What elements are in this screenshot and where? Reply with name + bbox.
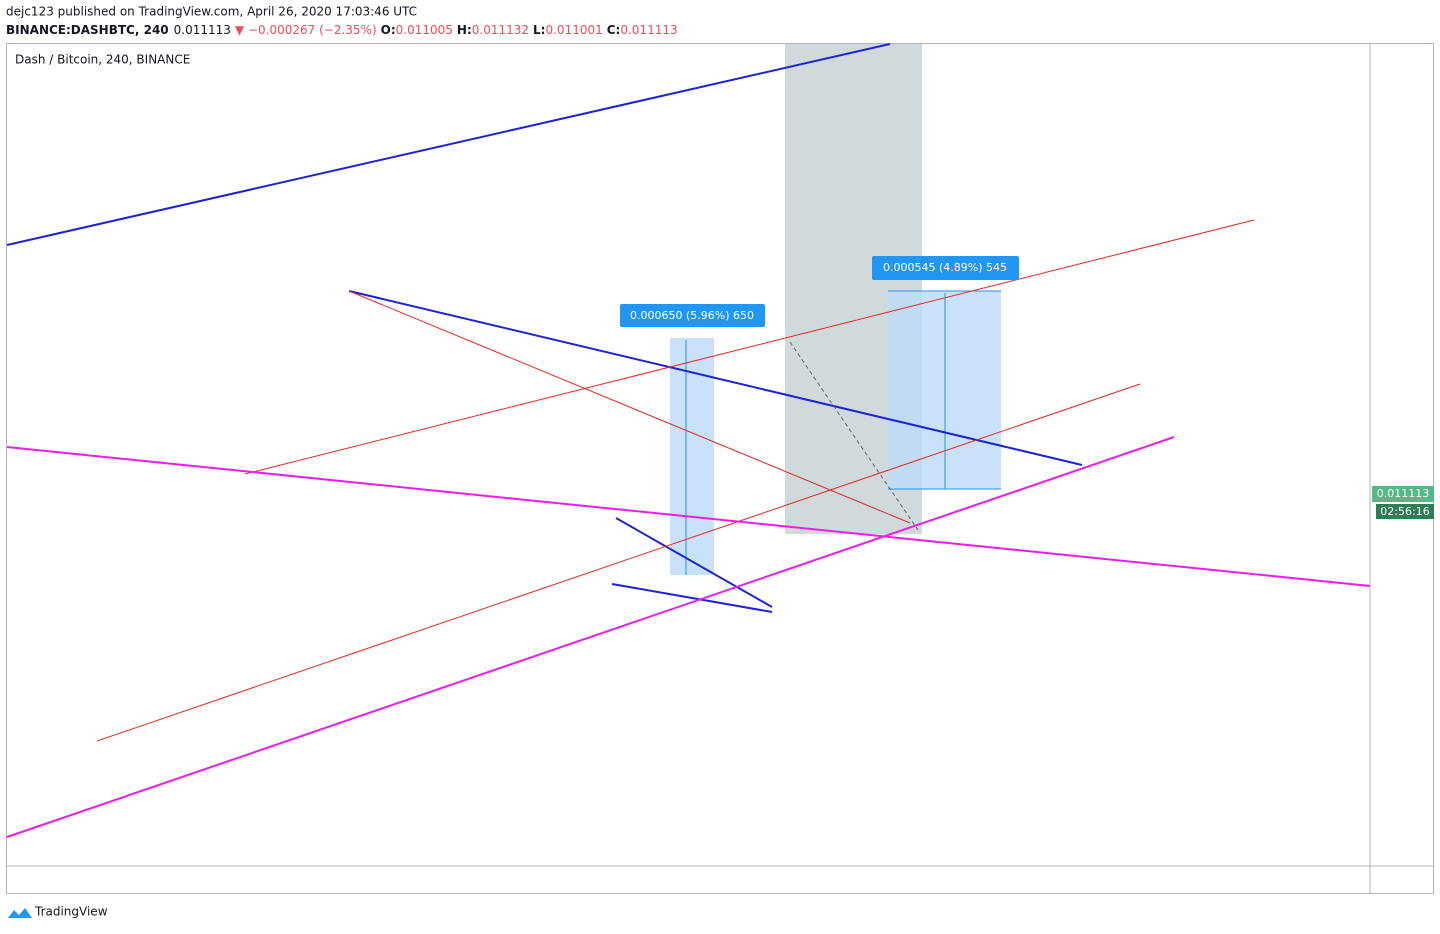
trend-line <box>348 290 911 524</box>
trend-line <box>615 517 773 608</box>
last: 0.011113 <box>174 23 231 37</box>
measure-label: 0.000545 (4.89%) 545 <box>883 261 1007 274</box>
trend-line <box>6 436 1175 838</box>
measure-label-box <box>620 304 765 327</box>
measure-label-box <box>872 256 1019 280</box>
l: 0.011001 <box>545 23 602 37</box>
countdown-tag <box>1376 504 1434 519</box>
price-tag <box>1372 486 1434 502</box>
trend-line <box>244 219 1255 475</box>
trend-line <box>348 290 1083 466</box>
brand: TradingView <box>34 905 108 919</box>
o: 0.011005 <box>396 23 453 37</box>
symbol: BINANCE:DASHBTC, 240 <box>6 23 169 37</box>
trend-line <box>611 583 773 613</box>
trend-line <box>6 446 1371 587</box>
drawings <box>6 43 1371 838</box>
brand-logo <box>8 908 32 918</box>
c: 0.011113 <box>620 23 677 37</box>
trend-line <box>96 383 1141 742</box>
l-label: L: <box>533 23 545 37</box>
frame <box>6 43 1434 894</box>
publisher: dejc123 published on TradingView.com, Ap… <box>6 5 417 19</box>
h-label: H: <box>457 23 472 37</box>
legend: Dash / Bitcoin, 240, BINANCE <box>15 53 190 67</box>
measure-label: 0.000650 (5.96%) 650 <box>630 309 754 322</box>
measure-box <box>670 338 714 575</box>
c-label: C: <box>607 23 621 37</box>
trend-line <box>6 43 891 246</box>
change: ▼ −0.000267 (−2.35%) <box>235 23 377 37</box>
o-label: O: <box>381 23 396 37</box>
price-tag-text: 0.011113 <box>1377 487 1430 500</box>
dashed-line <box>789 341 919 531</box>
ohlc-line: BINANCE:DASHBTC, 240 0.011113 ▼ −0.000267 … <box>6 23 678 37</box>
countdown: 02:56:16 <box>1380 505 1429 518</box>
h: 0.011132 <box>472 23 529 37</box>
